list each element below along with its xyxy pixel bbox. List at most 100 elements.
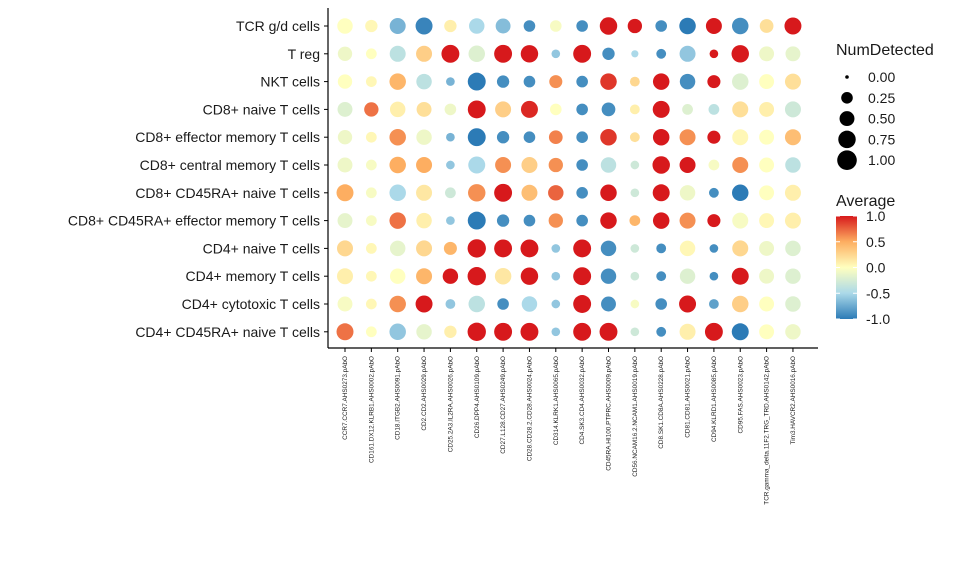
dot-5-15 <box>732 157 748 173</box>
dot-7-0 <box>338 213 353 228</box>
dot-10-5 <box>469 296 486 313</box>
y-tick-label: CD4+ memory T cells <box>186 268 320 284</box>
dot-1-9 <box>573 45 591 63</box>
dot-8-16 <box>759 241 774 256</box>
dot-1-0 <box>338 47 352 61</box>
dot-7-10 <box>600 212 617 229</box>
dot-3-11 <box>630 105 640 115</box>
size-legend-label: 0.00 <box>868 69 895 85</box>
dot-5-13 <box>680 157 696 173</box>
dot-1-12 <box>656 49 666 59</box>
size-legend-label: 0.25 <box>868 90 895 106</box>
dot-11-7 <box>520 323 538 341</box>
size-legend-label: 0.75 <box>868 131 895 147</box>
dot-3-3 <box>417 102 432 117</box>
dot-6-1 <box>366 187 377 198</box>
dot-5-8 <box>549 158 563 172</box>
dot-6-8 <box>548 185 563 200</box>
dot-5-5 <box>468 157 485 174</box>
dot-5-16 <box>759 158 774 173</box>
dot-9-16 <box>759 269 774 284</box>
dot-8-10 <box>601 241 616 256</box>
dot-10-11 <box>631 300 640 309</box>
y-tick-label: CD8+ effector memory T cells <box>135 129 320 145</box>
dot-11-4 <box>444 326 456 338</box>
dot-5-0 <box>338 158 353 173</box>
dot-6-3 <box>416 185 432 201</box>
dot-7-2 <box>389 212 406 229</box>
dot-3-8 <box>550 104 562 116</box>
dot-0-12 <box>655 20 667 32</box>
dot-9-6 <box>495 268 512 285</box>
dot-3-10 <box>602 103 616 117</box>
dot-6-2 <box>389 185 406 202</box>
dot-10-16 <box>759 297 774 312</box>
dot-8-5 <box>468 239 486 257</box>
dot-2-14 <box>707 75 720 88</box>
dot-4-15 <box>732 129 748 145</box>
dot-2-8 <box>549 75 562 88</box>
dot-7-11 <box>629 215 640 226</box>
y-tick-label: CD8+ central memory T cells <box>140 157 320 173</box>
dot-11-5 <box>468 323 486 341</box>
dot-3-5 <box>468 100 486 118</box>
dot-0-8 <box>550 20 562 32</box>
y-tick-label: NKT cells <box>260 74 320 90</box>
dot-2-13 <box>680 74 695 89</box>
dot-1-2 <box>390 46 406 62</box>
dot-10-9 <box>573 295 591 313</box>
dot-0-14 <box>706 18 722 34</box>
dot-8-2 <box>390 241 405 256</box>
dot-0-15 <box>732 18 749 35</box>
y-tick-label: CD4+ naive T cells <box>203 240 320 256</box>
dot-6-5 <box>468 184 485 201</box>
y-tick-label: CD4+ cytotoxic T cells <box>182 296 320 312</box>
dot-6-4 <box>445 187 456 198</box>
dot-11-10 <box>600 323 618 341</box>
dot-5-9 <box>576 159 588 171</box>
x-tick-label: CD27.L128.CD27.AHS0249.pAbO <box>500 356 507 454</box>
dot-3-2 <box>390 102 405 117</box>
size-legend-dot <box>837 150 857 170</box>
legends: NumDetected 0.000.250.500.751.00 Average… <box>836 42 934 327</box>
dot-10-3 <box>416 296 433 313</box>
dot-9-14 <box>710 272 719 281</box>
dot-0-11 <box>628 19 642 33</box>
dot-1-7 <box>521 45 538 62</box>
dot-6-6 <box>494 184 512 202</box>
dot-0-1 <box>365 20 377 32</box>
dot-8-6 <box>494 239 512 257</box>
y-tick-label: CD4+ CD45RA+ naive T cells <box>135 324 320 340</box>
dot-7-9 <box>576 215 588 227</box>
y-tick-label: CD8+ naive T cells <box>203 101 320 117</box>
dot-6-15 <box>732 185 749 202</box>
dot-3-1 <box>364 102 378 116</box>
dot-7-5 <box>468 212 486 230</box>
dot-5-10 <box>601 157 616 172</box>
dot-11-8 <box>551 327 560 336</box>
dot-1-17 <box>785 46 800 61</box>
dot-7-7 <box>524 215 536 227</box>
dot-7-16 <box>759 213 774 228</box>
dot-2-15 <box>732 73 749 90</box>
dot-8-17 <box>785 241 800 256</box>
dot-9-8 <box>551 272 560 281</box>
dot-2-16 <box>759 74 774 89</box>
dot-0-10 <box>600 17 617 34</box>
dot-4-4 <box>446 133 455 142</box>
x-tick-label: Tim3.HAVCR2.AHS0016.pAbO <box>790 356 797 444</box>
dot-10-10 <box>601 297 616 312</box>
dot-10-15 <box>732 296 749 313</box>
dot-10-8 <box>551 300 560 309</box>
x-tick-label: CD28.CD28.2.CD28.AHS0024.pAbO <box>526 356 533 461</box>
x-tick-label: CD45RA.HI100.PTPRC.AHS0009.pAbO <box>606 356 613 471</box>
dot-3-17 <box>785 101 801 117</box>
dot-4-1 <box>366 132 377 143</box>
size-legend-dot <box>838 131 855 148</box>
dot-11-12 <box>656 327 666 337</box>
dot-7-4 <box>446 216 455 225</box>
dot-5-3 <box>416 157 432 173</box>
size-legend-dot <box>845 75 849 79</box>
